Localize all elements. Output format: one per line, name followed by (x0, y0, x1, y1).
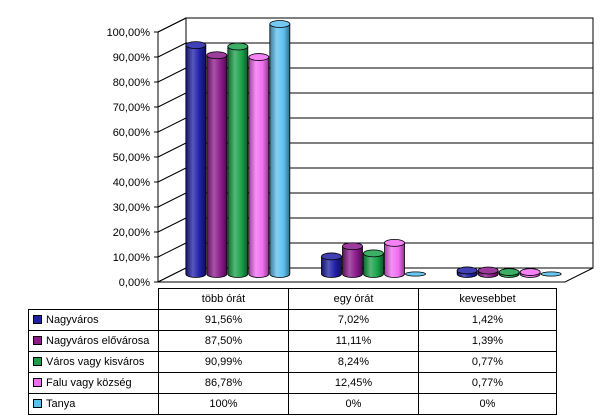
data-label: 12,45% (288, 372, 419, 394)
data-label: 1,42% (418, 309, 557, 331)
bar (227, 42, 249, 278)
gridline-side (157, 142, 187, 158)
bar (384, 238, 405, 278)
data-label: 91,56% (158, 309, 289, 331)
bar (321, 252, 342, 278)
gridline-side (157, 67, 187, 83)
data-label: 0% (418, 393, 557, 415)
y-tick-label: 0,00% (119, 277, 150, 289)
gridline-side (157, 167, 187, 183)
table-row: Tanya 100% 0% 0% (28, 393, 557, 415)
legend-entry: Falu vagy község (28, 372, 159, 394)
y-tick-label: 30,00% (113, 202, 151, 214)
table-corner (28, 288, 159, 310)
y-tick-label: 90,00% (113, 52, 151, 64)
data-label: 0,77% (418, 372, 557, 394)
legend-entry: Tanya (28, 393, 159, 415)
y-tick-label: 70,00% (113, 102, 151, 114)
y-tick-label: 50,00% (113, 152, 151, 164)
bar (519, 268, 541, 278)
y-tick-label: 100,00% (107, 27, 151, 39)
bar (498, 268, 520, 278)
bar (342, 242, 363, 278)
data-label: 7,02% (288, 309, 419, 331)
data-label: 0,77% (418, 351, 557, 373)
category-label: egy órát (288, 288, 419, 310)
bar (405, 271, 426, 277)
y-axis: 0,00% 10,00% 20,00% 30,00% 40,00% 50,00% 60,00… (107, 27, 159, 289)
y-tick-label: 60,00% (113, 127, 151, 139)
legend-swatch (33, 335, 42, 345)
bars (185, 20, 562, 278)
series-name: Nagyváros elővárosa (46, 335, 150, 347)
series-name: Tanya (46, 398, 76, 410)
data-label: 100% (158, 393, 289, 415)
series-name: Falu vagy község (46, 377, 132, 389)
table-row: Város vagy kisváros 90,99% 8,24% 0,77% (28, 351, 557, 373)
legend-entry: Nagyváros (28, 309, 159, 331)
data-label: 87,50% (158, 330, 289, 352)
bar (540, 271, 562, 277)
legend-entry: Nagyváros elővárosa (28, 330, 159, 352)
gridline-side (157, 242, 187, 258)
gridline-side (157, 192, 187, 208)
gridline-side (157, 17, 187, 33)
gridline-side (157, 92, 187, 108)
data-table: több órát egy órát kevesebbet Nagyváros 91,5… (28, 288, 557, 415)
table-row: Nagyváros elővárosa 87,50% 11,11% 1,39% (28, 330, 557, 352)
bar (248, 53, 270, 278)
bar (477, 266, 499, 278)
legend-swatch (33, 398, 42, 408)
data-label: 86,78% (158, 372, 289, 394)
legend-swatch (33, 377, 42, 387)
legend-entry: Város vagy kisváros (28, 351, 159, 373)
y-tick-label: 10,00% (113, 252, 151, 264)
bar (206, 51, 228, 278)
data-label: 90,99% (158, 351, 289, 373)
category-label: több órát (158, 288, 289, 310)
series-name: Nagyváros (46, 314, 99, 326)
data-label: 1,39% (418, 330, 557, 352)
y-tick-label: 20,00% (113, 227, 151, 239)
y-tick-label: 80,00% (113, 77, 151, 89)
y-tick-label: 40,00% (113, 177, 151, 189)
legend-swatch (33, 356, 42, 366)
bar (185, 41, 207, 278)
data-label: 8,24% (288, 351, 419, 373)
bar (269, 20, 291, 278)
legend-swatch (33, 314, 42, 324)
bar (456, 266, 478, 278)
gridline-side (157, 117, 187, 133)
category-label: kevesebbet (418, 288, 557, 310)
gridline-side (157, 42, 187, 58)
data-label: 0% (288, 393, 419, 415)
table-row: Falu vagy község 86,78% 12,45% 0,77% (28, 372, 557, 394)
gridline-side (157, 217, 187, 233)
bar (363, 249, 384, 278)
table-row: Nagyváros 91,56% 7,02% 1,42% (28, 309, 557, 331)
series-name: Város vagy kisváros (46, 356, 145, 368)
data-label: 11,11% (288, 330, 419, 352)
chart: 0,00% 10,00% 20,00% 30,00% 40,00% 50,00% 60,00… (107, 17, 594, 289)
